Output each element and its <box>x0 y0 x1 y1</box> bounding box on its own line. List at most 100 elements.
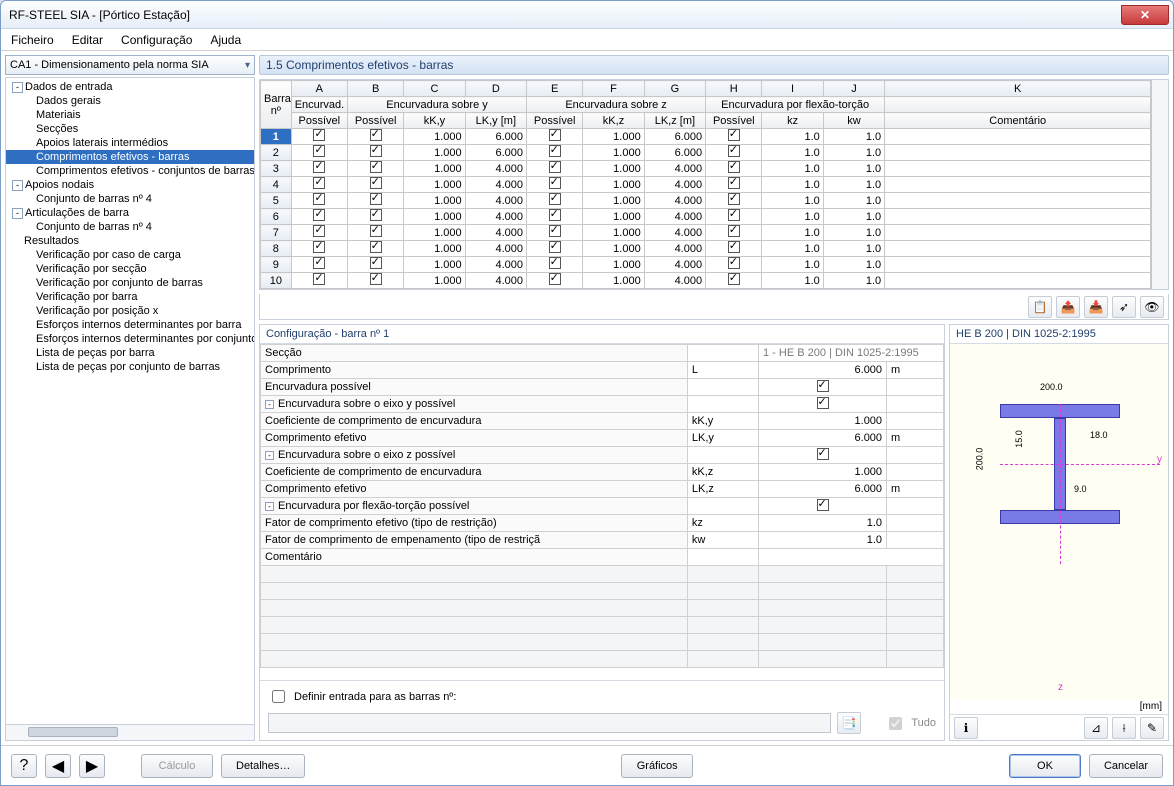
menu-configuração[interactable]: Configuração <box>121 33 192 47</box>
grid-cell[interactable] <box>527 241 583 257</box>
tree-item[interactable]: Secções <box>6 122 254 136</box>
grid-cell[interactable] <box>885 193 1151 209</box>
grid-cell[interactable]: 1.0 <box>823 129 884 145</box>
grid-cell[interactable] <box>527 145 583 161</box>
grid-cell[interactable]: 1.000 <box>583 161 644 177</box>
grid-vscroll[interactable] <box>1151 80 1168 289</box>
grid-cell[interactable] <box>347 209 403 225</box>
tool-import-icon[interactable]: 📥 <box>1084 296 1108 318</box>
prop-value[interactable]: 1.000 <box>759 464 887 481</box>
grid-cell[interactable]: 1.000 <box>404 193 465 209</box>
prop-value[interactable]: 1 - HE B 200 | DIN 1025-2:1995 <box>759 345 944 362</box>
grid-cell[interactable] <box>347 145 403 161</box>
grid-cell[interactable] <box>291 241 347 257</box>
grid-cell[interactable]: 4.000 <box>644 161 705 177</box>
prop-value[interactable]: 6.000 <box>759 430 887 447</box>
checkbox-icon[interactable] <box>728 273 740 285</box>
tree-item[interactable]: -Dados de entrada <box>6 80 254 94</box>
prop-toggle-icon[interactable]: - <box>265 400 274 409</box>
tree-item[interactable]: Esforços internos determinantes por barr… <box>6 318 254 332</box>
grid-col-letter[interactable]: C <box>404 81 465 97</box>
grid-cell[interactable] <box>885 257 1151 273</box>
checkbox-icon[interactable] <box>817 380 829 392</box>
grid-row-header[interactable]: 3 <box>261 161 292 177</box>
grid-cell[interactable]: 1.0 <box>823 257 884 273</box>
grid-cell[interactable]: 1.0 <box>823 177 884 193</box>
checkbox-icon[interactable] <box>549 145 561 157</box>
checkbox-icon[interactable] <box>370 145 382 157</box>
checkbox-icon[interactable] <box>549 257 561 269</box>
grid-col-letter[interactable]: G <box>644 81 705 97</box>
prop-value[interactable]: 1.000 <box>759 413 887 430</box>
tool-copy-icon[interactable]: 📋 <box>1028 296 1052 318</box>
dim-icon[interactable]: ⟊ <box>1112 717 1136 739</box>
grid-cell[interactable] <box>527 209 583 225</box>
checkbox-icon[interactable] <box>817 448 829 460</box>
grid-col-letter[interactable]: H <box>706 81 762 97</box>
define-checkbox[interactable] <box>272 690 285 703</box>
grid-cell[interactable] <box>706 273 762 289</box>
checkbox-icon[interactable] <box>370 161 382 173</box>
grid-cell[interactable] <box>885 177 1151 193</box>
grid-cell[interactable] <box>291 145 347 161</box>
prop-value[interactable]: 6.000 <box>759 362 887 379</box>
checkbox-icon[interactable] <box>313 257 325 269</box>
grid-col-sub[interactable]: LK,y [m] <box>465 113 526 129</box>
grid-cell[interactable] <box>885 225 1151 241</box>
checkbox-icon[interactable] <box>728 145 740 157</box>
checkbox-icon[interactable] <box>549 225 561 237</box>
grid-cell[interactable]: 1.000 <box>404 225 465 241</box>
graphics-button[interactable]: Gráficos <box>621 754 693 778</box>
ok-button[interactable]: OK <box>1009 754 1081 778</box>
grid-cell[interactable] <box>527 161 583 177</box>
checkbox-icon[interactable] <box>817 499 829 511</box>
grid-col-sub[interactable]: kK,y <box>404 113 465 129</box>
grid-col-letter[interactable]: K <box>885 81 1151 97</box>
nav-tree[interactable]: -Dados de entradaDados geraisMateriaisSe… <box>5 77 255 725</box>
grid-cell[interactable] <box>291 161 347 177</box>
checkbox-icon[interactable] <box>370 257 382 269</box>
checkbox-icon[interactable] <box>728 161 740 173</box>
grid-cell[interactable]: 1.000 <box>583 145 644 161</box>
tool-export-icon[interactable]: 📤 <box>1056 296 1080 318</box>
tree-item[interactable]: Conjunto de barras nº 4 <box>6 220 254 234</box>
grid-cell[interactable]: 1.000 <box>404 273 465 289</box>
grid-cell[interactable] <box>527 273 583 289</box>
checkbox-icon[interactable] <box>549 129 561 141</box>
grid-cell[interactable] <box>347 161 403 177</box>
tool-view-icon[interactable]: 👁 <box>1140 296 1164 318</box>
tree-item[interactable]: Materiais <box>6 108 254 122</box>
grid-col-letter[interactable]: D <box>465 81 526 97</box>
tree-item[interactable]: Conjunto de barras nº 4 <box>6 192 254 206</box>
checkbox-icon[interactable] <box>549 193 561 205</box>
grid-row-header[interactable]: 2 <box>261 145 292 161</box>
calc-button[interactable]: Cálculo <box>141 754 213 778</box>
grid-cell[interactable] <box>291 177 347 193</box>
grid-cell[interactable]: 1.000 <box>583 209 644 225</box>
grid-cell[interactable] <box>291 209 347 225</box>
grid-row-header[interactable]: 8 <box>261 241 292 257</box>
tree-item[interactable]: Verificação por caso de carga <box>6 248 254 262</box>
grid-cell[interactable] <box>291 273 347 289</box>
grid-cell[interactable] <box>291 225 347 241</box>
checkbox-icon[interactable] <box>728 257 740 269</box>
grid-col-sub[interactable]: Possível <box>347 113 403 129</box>
checkbox-icon[interactable] <box>370 129 382 141</box>
grid-cell[interactable]: 4.000 <box>465 209 526 225</box>
todo-checkbox[interactable] <box>889 717 902 730</box>
grid-cell[interactable] <box>291 257 347 273</box>
grid-cell[interactable]: 4.000 <box>644 257 705 273</box>
grid-row-header[interactable]: 5 <box>261 193 292 209</box>
grid-col-sub[interactable]: kz <box>762 113 823 129</box>
grid-cell[interactable]: 4.000 <box>644 177 705 193</box>
grid-cell[interactable] <box>527 193 583 209</box>
grid-row-header[interactable]: 1 <box>261 129 292 145</box>
grid-col-letter[interactable]: E <box>527 81 583 97</box>
grid-cell[interactable]: 1.0 <box>762 161 823 177</box>
checkbox-icon[interactable] <box>313 177 325 189</box>
grid-cell[interactable] <box>706 177 762 193</box>
checkbox-icon[interactable] <box>549 161 561 173</box>
checkbox-icon[interactable] <box>549 273 561 285</box>
grid-cell[interactable] <box>706 161 762 177</box>
grid-cell[interactable] <box>347 193 403 209</box>
